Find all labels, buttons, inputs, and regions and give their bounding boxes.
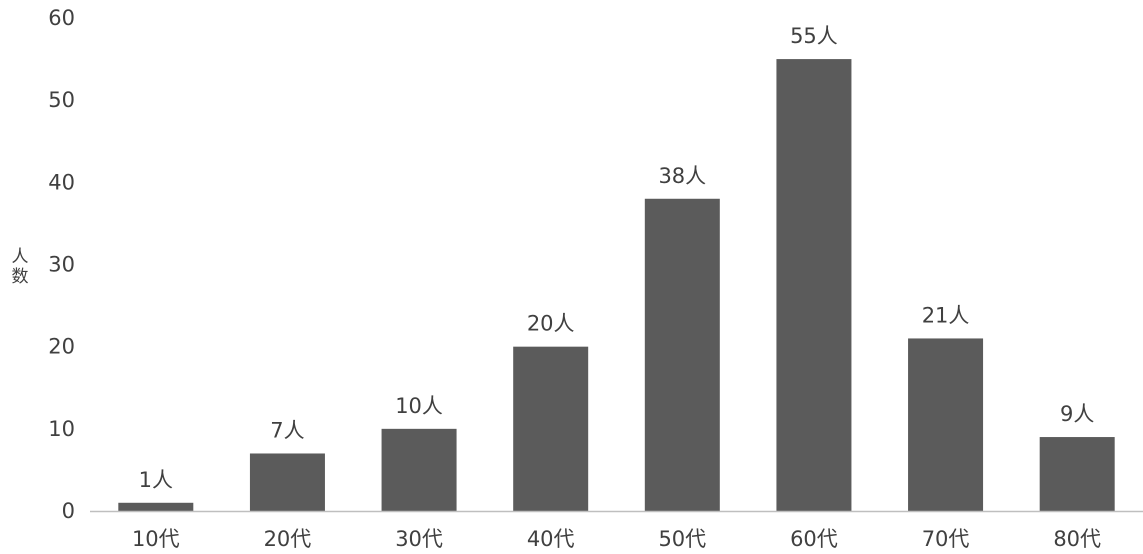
bar: [776, 59, 852, 511]
bar: [513, 346, 589, 511]
data-label: 10人: [395, 394, 443, 418]
data-label: 9人: [1060, 402, 1094, 426]
x-axis-tick-labels: 10代 20代 30代 40代 50代 60代 70代 80代: [132, 527, 1101, 551]
data-label: 20人: [527, 312, 575, 336]
x-tick-label: 80代: [1053, 527, 1101, 551]
data-label: 21人: [922, 303, 970, 327]
x-tick-label: 70代: [922, 527, 970, 551]
y-tick-label: 0: [62, 499, 75, 523]
data-label: 7人: [270, 418, 304, 442]
bar: [249, 453, 325, 511]
data-label: 55人: [790, 24, 838, 48]
bar: [644, 198, 720, 511]
data-label: 38人: [658, 164, 706, 188]
data-label: 1人: [139, 468, 173, 492]
y-axis-title: 人 数: [12, 247, 29, 287]
y-tick-label: 60: [48, 6, 75, 30]
y-axis-title-char-1: 人: [12, 247, 29, 267]
x-tick-label: 60代: [790, 527, 838, 551]
x-tick-label: 20代: [264, 527, 312, 551]
y-axis-tick-labels: 0 10 20 30 40 50 60: [48, 6, 75, 523]
y-tick-label: 20: [48, 335, 75, 359]
y-tick-label: 30: [48, 253, 75, 277]
x-tick-label: 10代: [132, 527, 180, 551]
x-tick-label: 30代: [395, 527, 443, 551]
bar: [1039, 437, 1115, 511]
bar: [908, 338, 984, 511]
x-tick-label: 40代: [527, 527, 575, 551]
x-tick-label: 50代: [658, 527, 706, 551]
data-labels: 1人 7人 10人 20人 38人 55人 21人 9人: [139, 24, 1095, 492]
bar: [118, 502, 194, 511]
bar: [381, 428, 457, 511]
y-tick-label: 40: [48, 170, 75, 194]
y-tick-label: 10: [48, 417, 75, 441]
bars: [118, 59, 1115, 511]
y-axis-title-char-2: 数: [12, 267, 29, 287]
y-tick-label: 50: [48, 88, 75, 112]
